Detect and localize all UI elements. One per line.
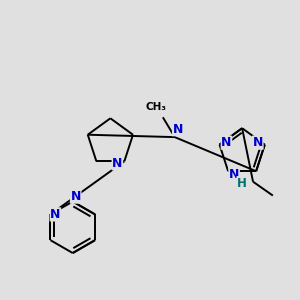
Text: N: N bbox=[221, 136, 232, 149]
Text: N: N bbox=[112, 157, 123, 170]
Text: N: N bbox=[50, 208, 61, 221]
Text: CH₃: CH₃ bbox=[146, 102, 167, 112]
Text: N: N bbox=[253, 136, 263, 149]
Text: H: H bbox=[237, 177, 247, 190]
Text: N: N bbox=[172, 123, 183, 136]
Text: N: N bbox=[70, 190, 81, 203]
Text: N: N bbox=[229, 168, 239, 181]
